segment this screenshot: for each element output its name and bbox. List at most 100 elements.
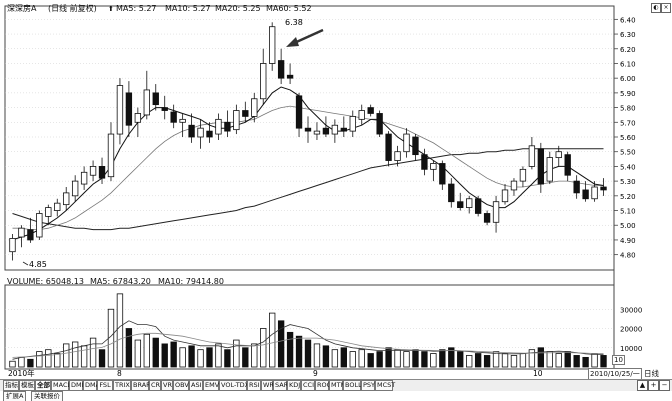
volume-bar[interactable] — [215, 343, 222, 368]
indicator-tab[interactable]: 全部 — [35, 380, 51, 391]
candlestick[interactable] — [179, 113, 186, 137]
volume-bar[interactable] — [367, 353, 374, 368]
candlestick[interactable] — [600, 178, 607, 196]
candlestick[interactable] — [564, 151, 571, 182]
candlestick[interactable] — [295, 92, 303, 137]
candlestick[interactable] — [224, 110, 231, 137]
indicator-tab[interactable]: MTM — [329, 380, 347, 391]
candlestick[interactable] — [501, 184, 509, 205]
volume-bar[interactable] — [36, 351, 43, 368]
volume-bar[interactable] — [224, 349, 231, 368]
volume-bar[interactable] — [80, 345, 88, 368]
volume-bar[interactable] — [170, 341, 177, 368]
volume-bar[interactable] — [45, 349, 52, 368]
candlestick[interactable] — [403, 128, 410, 158]
candlestick[interactable] — [510, 178, 518, 196]
volume-bar[interactable] — [63, 343, 70, 368]
volume-bar[interactable] — [71, 341, 79, 368]
candlestick[interactable] — [573, 175, 580, 199]
volume-bar[interactable] — [313, 343, 321, 368]
volume-bar[interactable] — [555, 353, 562, 368]
volume-bar[interactable] — [286, 331, 294, 368]
candlestick[interactable] — [277, 48, 285, 85]
volume-bar[interactable] — [54, 353, 61, 368]
candlestick[interactable] — [269, 22, 276, 71]
candlestick[interactable] — [376, 110, 383, 137]
volume-bar[interactable] — [448, 347, 455, 368]
volume-bar[interactable] — [89, 337, 97, 368]
indicator-tab[interactable]: 指标 — [3, 380, 19, 391]
candlestick[interactable] — [251, 92, 258, 123]
candlestick[interactable] — [358, 104, 365, 126]
volume-bar[interactable] — [412, 349, 419, 368]
volume-bar[interactable] — [349, 351, 356, 368]
volume-bar[interactable] — [546, 351, 553, 368]
volume-bar[interactable] — [510, 355, 518, 368]
candlestick[interactable] — [45, 204, 52, 226]
candlestick[interactable] — [63, 187, 70, 211]
indicator-tab[interactable]: VR — [161, 380, 173, 391]
indicator-tab[interactable]: CCI — [301, 380, 315, 391]
volume-bar[interactable] — [242, 347, 249, 368]
candlestick[interactable] — [36, 210, 43, 240]
volume-bar[interactable] — [251, 343, 258, 368]
volume-bar[interactable] — [457, 351, 464, 368]
candlestick[interactable] — [116, 78, 124, 145]
candlestick[interactable] — [188, 113, 195, 143]
candlestick[interactable] — [152, 84, 159, 111]
candlestick[interactable] — [242, 101, 249, 123]
indicator-tab[interactable]: BRAR — [131, 380, 151, 391]
indicator-tab[interactable]: ROC — [315, 380, 332, 391]
candlestick[interactable] — [9, 234, 16, 261]
candlestick[interactable] — [474, 195, 482, 217]
candlestick[interactable] — [412, 134, 419, 161]
volume-bar[interactable] — [591, 353, 598, 368]
indicator-tab[interactable]: CR — [149, 380, 161, 391]
indicator-tab[interactable]: DMA — [83, 380, 101, 391]
candlestick[interactable] — [89, 160, 97, 182]
candlestick[interactable] — [313, 122, 321, 140]
candlestick[interactable] — [448, 178, 455, 208]
candlestick[interactable] — [385, 131, 392, 167]
candlestick[interactable] — [233, 104, 240, 135]
volume-bar[interactable] — [143, 333, 150, 368]
volume-bar[interactable] — [600, 355, 607, 368]
close-icon[interactable]: × — [661, 3, 671, 13]
volume-bar[interactable] — [188, 345, 195, 368]
indicator-tab[interactable]: RSI — [247, 380, 261, 391]
indicator-tab[interactable]: EMV — [203, 380, 220, 391]
candlestick[interactable] — [80, 166, 88, 190]
indicator-tab[interactable]: SAR — [273, 380, 289, 391]
volume-bar[interactable] — [439, 349, 446, 368]
zoom-icon[interactable]: ◐ — [651, 3, 661, 13]
period-switch[interactable]: 日线 — [644, 369, 659, 378]
candlestick[interactable] — [349, 110, 356, 137]
volume-bar[interactable] — [206, 347, 213, 368]
volume-bar[interactable] — [537, 347, 545, 368]
volume-bar[interactable] — [98, 349, 106, 368]
volume-bar[interactable] — [483, 355, 491, 368]
candlestick[interactable] — [197, 119, 204, 149]
candlestick[interactable] — [143, 70, 150, 120]
volume-bar[interactable] — [27, 358, 34, 368]
candlestick[interactable] — [170, 104, 177, 129]
indicator-tab[interactable]: OBV — [173, 380, 189, 391]
indicator-tab[interactable]: KDJ — [287, 380, 301, 391]
volume-bar[interactable] — [197, 349, 204, 368]
volume-bar[interactable] — [116, 293, 124, 368]
indicator-tab[interactable]: FSL — [97, 380, 113, 391]
volume-bar[interactable] — [376, 351, 383, 368]
volume-bar[interactable] — [501, 353, 509, 368]
volume-bar[interactable] — [277, 320, 285, 368]
volume-bar[interactable] — [385, 347, 392, 368]
volume-bar[interactable] — [331, 349, 339, 368]
candlestick[interactable] — [260, 48, 267, 105]
volume-bar[interactable] — [304, 339, 312, 368]
candlestick[interactable] — [582, 181, 589, 202]
candlestick[interactable] — [394, 145, 401, 167]
candlestick[interactable] — [27, 217, 34, 243]
indicator-tab[interactable]: MCST — [375, 380, 396, 391]
candlestick[interactable] — [537, 142, 545, 193]
indicator-tab[interactable]: MACD — [51, 380, 73, 391]
volume-bar[interactable] — [18, 356, 25, 368]
